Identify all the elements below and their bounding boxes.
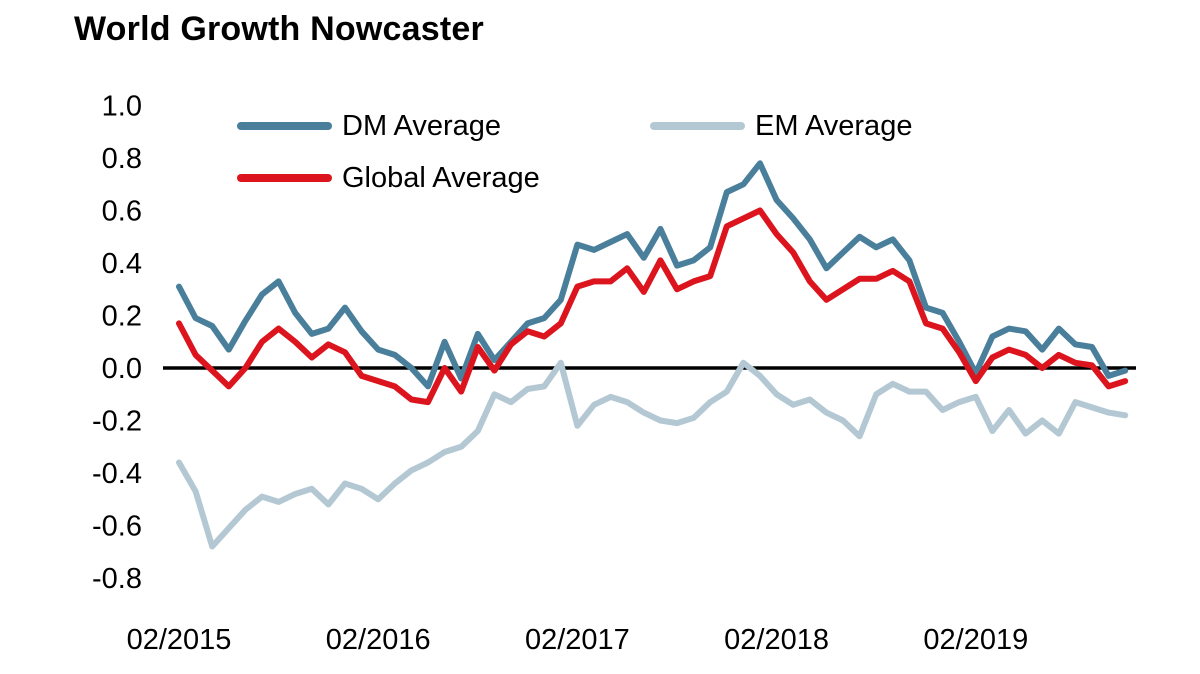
y-tick-label: -0.8 — [92, 563, 142, 595]
x-tick-label: 02/2015 — [127, 624, 232, 656]
y-tick-label: 0.2 — [102, 301, 142, 333]
legend-swatch-global — [237, 174, 332, 182]
y-tick-label: 0.4 — [102, 248, 142, 280]
x-tick-label: 02/2017 — [525, 624, 630, 656]
legend-label-global: Global Average — [342, 162, 540, 194]
x-tick-label: 02/2016 — [326, 624, 431, 656]
legend-swatch-em — [650, 122, 745, 130]
series-line-global — [176, 207, 1129, 406]
y-tick-label: 0.8 — [102, 143, 142, 175]
legend-item-global: Global Average — [237, 159, 540, 197]
legend-label-em: EM Average — [755, 110, 913, 142]
series-line-em — [176, 359, 1129, 550]
x-tick-label: 02/2018 — [724, 624, 829, 656]
legend-label-dm: DM Average — [342, 110, 502, 142]
y-tick-label: -0.6 — [92, 511, 142, 543]
series-line-dm — [176, 160, 1129, 390]
legend-item-em: EM Average — [650, 107, 912, 145]
legend-item-dm: DM Average — [237, 107, 501, 145]
x-tick-label: 02/2019 — [923, 624, 1028, 656]
y-tick-label: -0.2 — [92, 406, 142, 438]
chart-title: World Growth Nowcaster — [74, 10, 484, 48]
y-tick-label: -0.4 — [92, 458, 142, 490]
y-tick-label: 1.0 — [102, 91, 142, 123]
y-tick-label: 0.0 — [102, 353, 142, 385]
legend-swatch-dm — [237, 122, 332, 130]
y-tick-label: 0.6 — [102, 196, 142, 228]
